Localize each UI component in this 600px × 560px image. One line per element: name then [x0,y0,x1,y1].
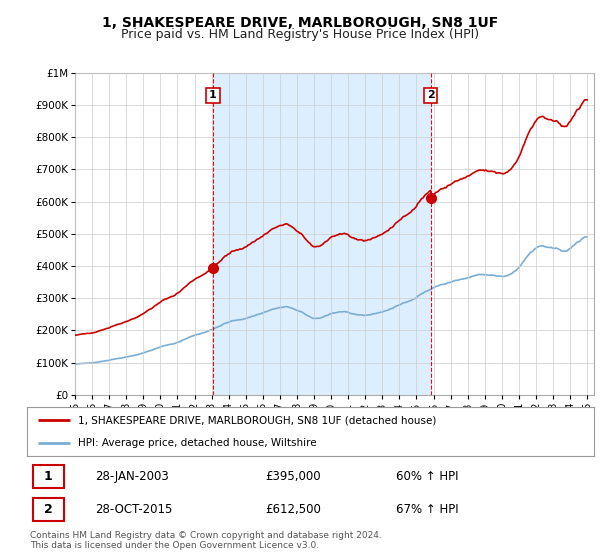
Text: 67% ↑ HPI: 67% ↑ HPI [395,503,458,516]
Text: 1: 1 [44,470,53,483]
Text: Price paid vs. HM Land Registry's House Price Index (HPI): Price paid vs. HM Land Registry's House … [121,28,479,41]
Text: 28-OCT-2015: 28-OCT-2015 [95,503,172,516]
Text: 28-JAN-2003: 28-JAN-2003 [95,470,169,483]
Text: 1, SHAKESPEARE DRIVE, MARLBOROUGH, SN8 1UF: 1, SHAKESPEARE DRIVE, MARLBOROUGH, SN8 1… [102,16,498,30]
Bar [213,73,431,395]
Text: £612,500: £612,500 [265,503,321,516]
Text: 1: 1 [209,90,217,100]
FancyBboxPatch shape [32,498,64,521]
Text: £395,000: £395,000 [265,470,321,483]
Text: Contains HM Land Registry data © Crown copyright and database right 2024.
This d: Contains HM Land Registry data © Crown c… [30,531,382,550]
Text: 2: 2 [44,503,53,516]
Text: 60% ↑ HPI: 60% ↑ HPI [395,470,458,483]
Text: 2: 2 [427,90,434,100]
FancyBboxPatch shape [32,465,64,488]
Text: HPI: Average price, detached house, Wiltshire: HPI: Average price, detached house, Wilt… [78,438,317,448]
Text: 1, SHAKESPEARE DRIVE, MARLBOROUGH, SN8 1UF (detached house): 1, SHAKESPEARE DRIVE, MARLBOROUGH, SN8 1… [78,416,436,426]
